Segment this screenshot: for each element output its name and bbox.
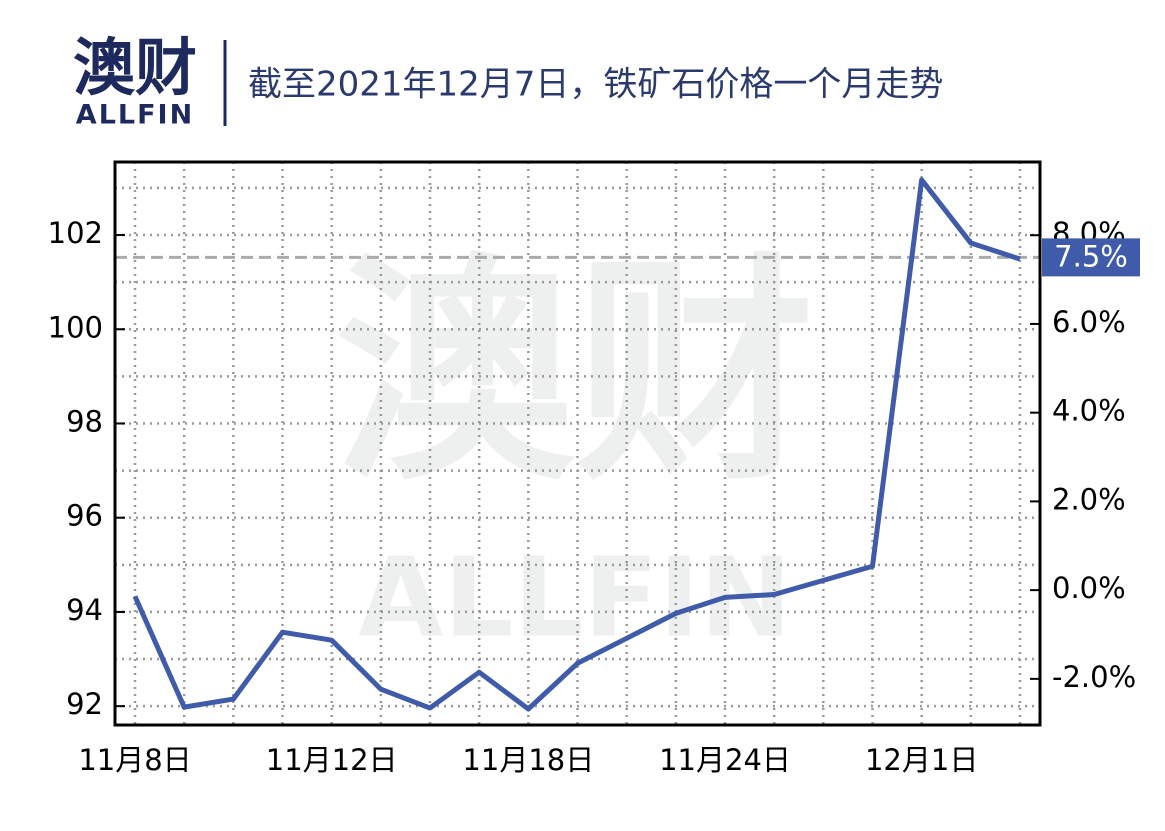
y-tick-label: 94 [66,593,103,627]
y-tick-label: 92 [66,687,103,721]
plot-border [113,160,1042,727]
x-tick-label: 11月12日 [266,743,398,777]
reference-label-box [1042,238,1140,277]
plot-area: 澳财 ALLFIN [335,233,815,661]
y2-tick-label: 6.0% [1052,305,1126,339]
y2-tick-label: 4.0% [1052,394,1126,428]
x-tick-label: 11月8日 [78,743,191,777]
x-tick-label: 12月1日 [865,743,978,777]
y-tick-label: 96 [66,499,103,533]
reference-label: 7.5% [1054,239,1128,273]
line-series [132,177,1021,712]
y-tick-label: 98 [66,404,103,438]
watermark: 澳财 [335,233,815,513]
y-tick-label: 102 [48,216,103,250]
x-tick-label: 11月24日 [659,743,791,777]
logo-cn: 澳财 [73,31,197,104]
y2-tick-label: -2.0% [1052,660,1136,694]
y2-tick-label: 0.0% [1052,571,1126,605]
y-tick-label: 100 [48,310,103,344]
logo-en: ALLFIN [76,100,194,131]
chart-title: 截至2021年12月7日，铁矿石价格一个月走势 [248,65,943,105]
y2-tick-label: 2.0% [1052,482,1126,516]
x-tick-label: 11月18日 [462,743,594,777]
